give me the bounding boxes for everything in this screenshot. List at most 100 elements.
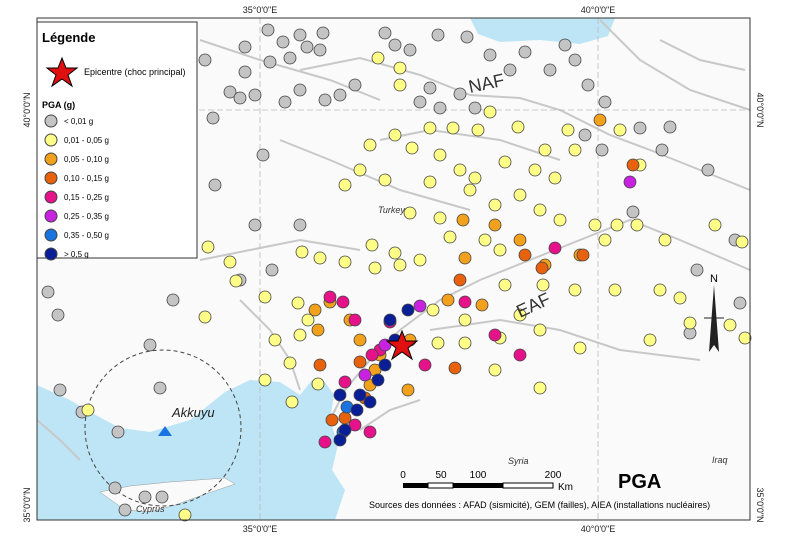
- legend-swatch: [44, 114, 58, 128]
- station: [51, 308, 65, 322]
- station: [608, 283, 622, 297]
- station: [348, 418, 362, 432]
- station: [143, 338, 157, 352]
- station: [663, 120, 677, 134]
- station: [348, 78, 362, 92]
- station: [268, 333, 282, 347]
- station: [548, 241, 562, 255]
- station: [610, 218, 624, 232]
- station: [598, 233, 612, 247]
- station: [350, 403, 364, 417]
- station: [453, 163, 467, 177]
- station: [403, 43, 417, 57]
- station: [626, 205, 640, 219]
- legend-star: [45, 56, 79, 88]
- station: [488, 218, 502, 232]
- station: [433, 148, 447, 162]
- station: [493, 243, 507, 257]
- station: [568, 143, 582, 157]
- legend-swatch: [44, 152, 58, 166]
- station: [533, 323, 547, 337]
- left-label: 40°0'0"N: [22, 92, 32, 127]
- station: [378, 358, 392, 372]
- station: [265, 263, 279, 277]
- station: [248, 218, 262, 232]
- station: [323, 290, 337, 304]
- station: [338, 423, 352, 437]
- scale-tick: 200: [545, 470, 562, 481]
- station: [276, 35, 290, 49]
- station: [311, 377, 325, 391]
- station: [283, 356, 297, 370]
- station: [263, 55, 277, 69]
- station: [568, 283, 582, 297]
- station: [338, 375, 352, 389]
- station: [368, 261, 382, 275]
- station: [283, 51, 297, 65]
- station: [353, 163, 367, 177]
- station: [403, 206, 417, 220]
- station: [595, 143, 609, 157]
- station: [285, 395, 299, 409]
- station: [295, 245, 309, 259]
- station: [413, 299, 427, 313]
- scale-tick: 50: [435, 470, 447, 481]
- station: [471, 123, 485, 137]
- station: [363, 425, 377, 439]
- station: [513, 308, 527, 322]
- station: [613, 123, 627, 137]
- station: [206, 111, 220, 125]
- station: [653, 283, 667, 297]
- legend-swatch: [44, 133, 58, 147]
- station: [576, 248, 590, 262]
- station: [313, 43, 327, 57]
- station: [578, 128, 592, 142]
- station: [336, 295, 350, 309]
- station: [630, 218, 644, 232]
- station: [393, 61, 407, 75]
- station: [458, 313, 472, 327]
- station: [483, 105, 497, 119]
- station: [535, 261, 549, 275]
- station: [503, 63, 517, 77]
- station: [308, 303, 322, 317]
- station: [363, 138, 377, 152]
- legend-epicenter: Epicentre (choc principal): [84, 67, 186, 77]
- scale-tick: 100: [470, 470, 487, 481]
- graticule-labels: 35°0'0"E 40°0'0"E 35°0'0"E 40°0'0"E 40°0…: [22, 5, 765, 534]
- legend-items: < 0,01 g 0,01 - 0,05 g 0,05 - 0,10 g 0,10 -…: [44, 114, 109, 261]
- station: [453, 273, 467, 287]
- station: [643, 333, 657, 347]
- station: [155, 490, 169, 504]
- station: [313, 251, 327, 265]
- station: [511, 120, 525, 134]
- station: [333, 433, 347, 447]
- station: [333, 388, 347, 402]
- legend-box: [36, 21, 198, 259]
- station: [325, 413, 339, 427]
- station: [318, 93, 332, 107]
- station: [201, 240, 215, 254]
- station: [405, 141, 419, 155]
- station: [518, 45, 532, 59]
- station: [256, 148, 270, 162]
- station: [413, 95, 427, 109]
- station: [690, 263, 704, 277]
- akkuyu-plant: [158, 426, 172, 436]
- sources: Sources des données : AFAD (sismicité), …: [369, 500, 710, 510]
- left-label: 35°0'0"N: [22, 487, 32, 522]
- legend-label: 0,05 - 0,10 g: [64, 155, 109, 164]
- station: [293, 28, 307, 42]
- station: [431, 28, 445, 42]
- right-label: 40°0'0"N: [755, 92, 765, 127]
- station: [248, 88, 262, 102]
- station: [371, 373, 385, 387]
- legend-label: 0,25 - 0,35 g: [64, 212, 109, 221]
- station: [338, 255, 352, 269]
- station: [433, 211, 447, 225]
- turkey-label: Turkey: [378, 205, 405, 215]
- station: [301, 313, 315, 327]
- station: [626, 158, 640, 172]
- cyprus-label: Cyprus: [136, 504, 165, 514]
- station: [388, 38, 402, 52]
